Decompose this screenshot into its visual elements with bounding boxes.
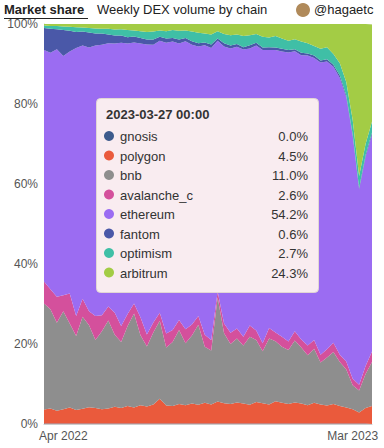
svg-text:24.3%: 24.3% [271,266,308,281]
svg-text:polygon: polygon [120,149,166,164]
svg-text:fantom: fantom [120,227,160,242]
svg-text:2.6%: 2.6% [278,188,308,203]
svg-text:20%: 20% [14,337,38,351]
svg-text:40%: 40% [14,257,38,271]
svg-text:0.0%: 0.0% [278,129,308,144]
svg-text:80%: 80% [14,97,38,111]
svg-text:bnb: bnb [120,168,142,183]
svg-text:2.7%: 2.7% [278,246,308,261]
svg-text:60%: 60% [14,177,38,191]
svg-text:Apr 2022: Apr 2022 [39,429,88,443]
svg-text:optimism: optimism [120,246,172,261]
svg-text:0.6%: 0.6% [278,227,308,242]
svg-text:Market share: Market share [4,2,84,17]
svg-text:avalanche_c: avalanche_c [120,188,193,203]
svg-text:0%: 0% [21,417,39,431]
svg-text:gnosis: gnosis [120,129,158,144]
svg-text:arbitrum: arbitrum [120,266,168,281]
svg-text:ethereum: ethereum [120,207,175,222]
svg-text:Weekly DEX volume by chain: Weekly DEX volume by chain [97,2,267,17]
svg-text:54.2%: 54.2% [271,207,308,222]
svg-text:Mar 2023: Mar 2023 [327,429,378,443]
svg-text:100%: 100% [7,17,38,31]
svg-text:4.5%: 4.5% [278,149,308,164]
svg-text:11.0%: 11.0% [272,168,308,183]
svg-text:2023-03-27 00:00: 2023-03-27 00:00 [106,107,209,122]
svg-text:@hagaetc: @hagaetc [314,2,374,17]
